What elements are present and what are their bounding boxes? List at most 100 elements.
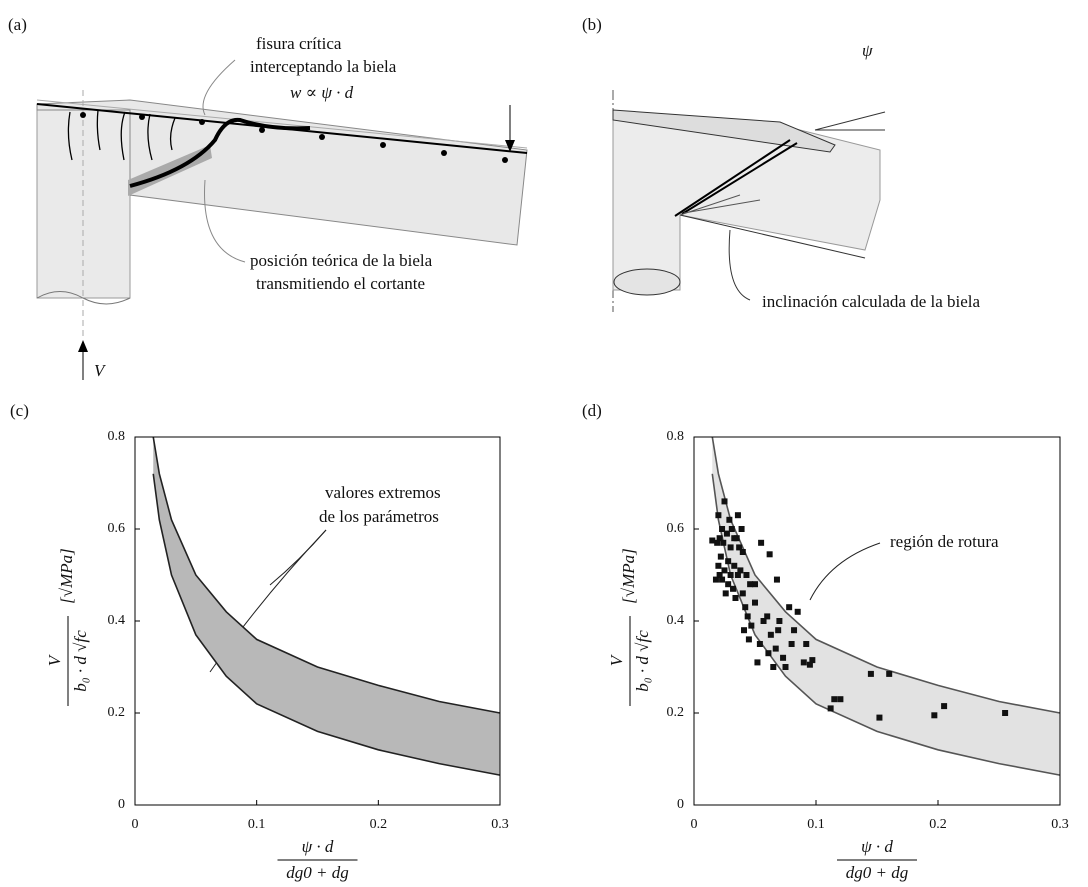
data-point (721, 567, 728, 574)
data-point (752, 581, 758, 588)
data-point (715, 512, 722, 519)
data-point (723, 530, 730, 537)
data-point (725, 581, 732, 588)
data-point (716, 535, 723, 542)
data-point (716, 572, 723, 578)
slab-diagram (36, 59, 528, 380)
y-tick-label: 0.8 (108, 429, 126, 444)
panel-label: (c) (10, 401, 29, 420)
bound-line (711, 436, 1061, 714)
x-label-numerator: ψ · d (861, 837, 893, 856)
data-point (764, 613, 771, 620)
data-point (730, 585, 737, 592)
y-label-numerator: V (607, 653, 626, 666)
y-tick-label: 0.4 (667, 613, 685, 628)
data-point (734, 572, 741, 578)
x-label-numerator: ψ · d (302, 837, 334, 856)
data-point (731, 562, 738, 569)
annotation: de los parámetros (319, 507, 439, 526)
data-point (754, 659, 761, 666)
data-point (760, 618, 767, 624)
data-point (800, 659, 807, 666)
annotation: inclinación calculada de la biela (762, 292, 981, 311)
data-point (773, 576, 780, 583)
y-label-unit: [√MPa] (619, 548, 638, 604)
data-point (745, 636, 752, 643)
data-point (739, 549, 746, 555)
slab-3d-diagram (612, 90, 886, 312)
data-point (715, 562, 722, 569)
data-point (756, 641, 763, 647)
annotation: interceptando la biela (250, 57, 397, 76)
data-point (719, 576, 726, 583)
data-point (758, 539, 765, 546)
data-point (772, 645, 779, 652)
annotation: w ∝ ψ · d (290, 83, 354, 102)
data-point (738, 526, 745, 532)
data-point (788, 641, 795, 647)
x-label-denominator: dg0 + dg (846, 863, 908, 882)
y-tick-label: 0.2 (667, 705, 685, 720)
panel-label: (d) (582, 401, 602, 420)
data-point (886, 670, 893, 677)
data-point (739, 590, 746, 597)
x-tick-label: 0.2 (929, 817, 947, 832)
annotation: posición teórica de la biela (250, 251, 433, 270)
data-point (727, 544, 734, 551)
bound-line (152, 473, 501, 776)
data-point (727, 572, 734, 578)
x-tick-label: 0.1 (248, 817, 266, 832)
data-point (731, 535, 738, 542)
annotation-arrow (809, 542, 881, 601)
data-point (720, 539, 727, 546)
data-point (766, 551, 773, 558)
x-tick-label: 0.2 (370, 817, 388, 832)
x-tick-label: 0.3 (1051, 817, 1069, 832)
data-point (726, 516, 733, 523)
y-label-numerator: V (45, 653, 64, 666)
y-tick-label: 0.6 (108, 521, 126, 536)
y-tick-label: 0.8 (667, 429, 685, 444)
y-tick-label: 0.2 (108, 705, 126, 720)
data-point (743, 572, 750, 578)
data-point (876, 714, 883, 721)
data-point (780, 654, 787, 661)
data-point (775, 627, 782, 634)
data-point (734, 512, 741, 519)
data-point (782, 664, 789, 670)
data-point (722, 590, 729, 597)
data-point (827, 705, 834, 712)
data-point (732, 595, 739, 601)
x-tick-label: 0.1 (807, 817, 825, 832)
band-area (153, 437, 500, 776)
data-point (806, 661, 813, 668)
data-point (867, 670, 874, 677)
x-tick-label: 0.3 (491, 817, 509, 832)
x-label-denominator: dg0 + dg (286, 863, 348, 882)
y-tick-label: 0.4 (108, 613, 126, 628)
annotation: transmitiendo el cortante (256, 274, 425, 293)
data-point (770, 664, 777, 670)
annotation: región de rotura (890, 532, 999, 551)
data-point (737, 567, 744, 574)
data-point (728, 526, 735, 532)
data-point (747, 581, 754, 588)
data-point (717, 553, 724, 560)
bound-line (152, 436, 501, 714)
data-point (1002, 710, 1009, 716)
annotation: valores extremos (325, 483, 441, 502)
data-point (831, 696, 838, 703)
data-point (744, 613, 751, 620)
x-tick-label: 0 (132, 817, 139, 832)
data-point (736, 544, 743, 551)
data-point (712, 576, 719, 583)
data-point (725, 558, 732, 565)
data-point (742, 604, 749, 611)
data-point (752, 599, 758, 606)
data-point (837, 696, 844, 703)
data-point (721, 498, 728, 505)
